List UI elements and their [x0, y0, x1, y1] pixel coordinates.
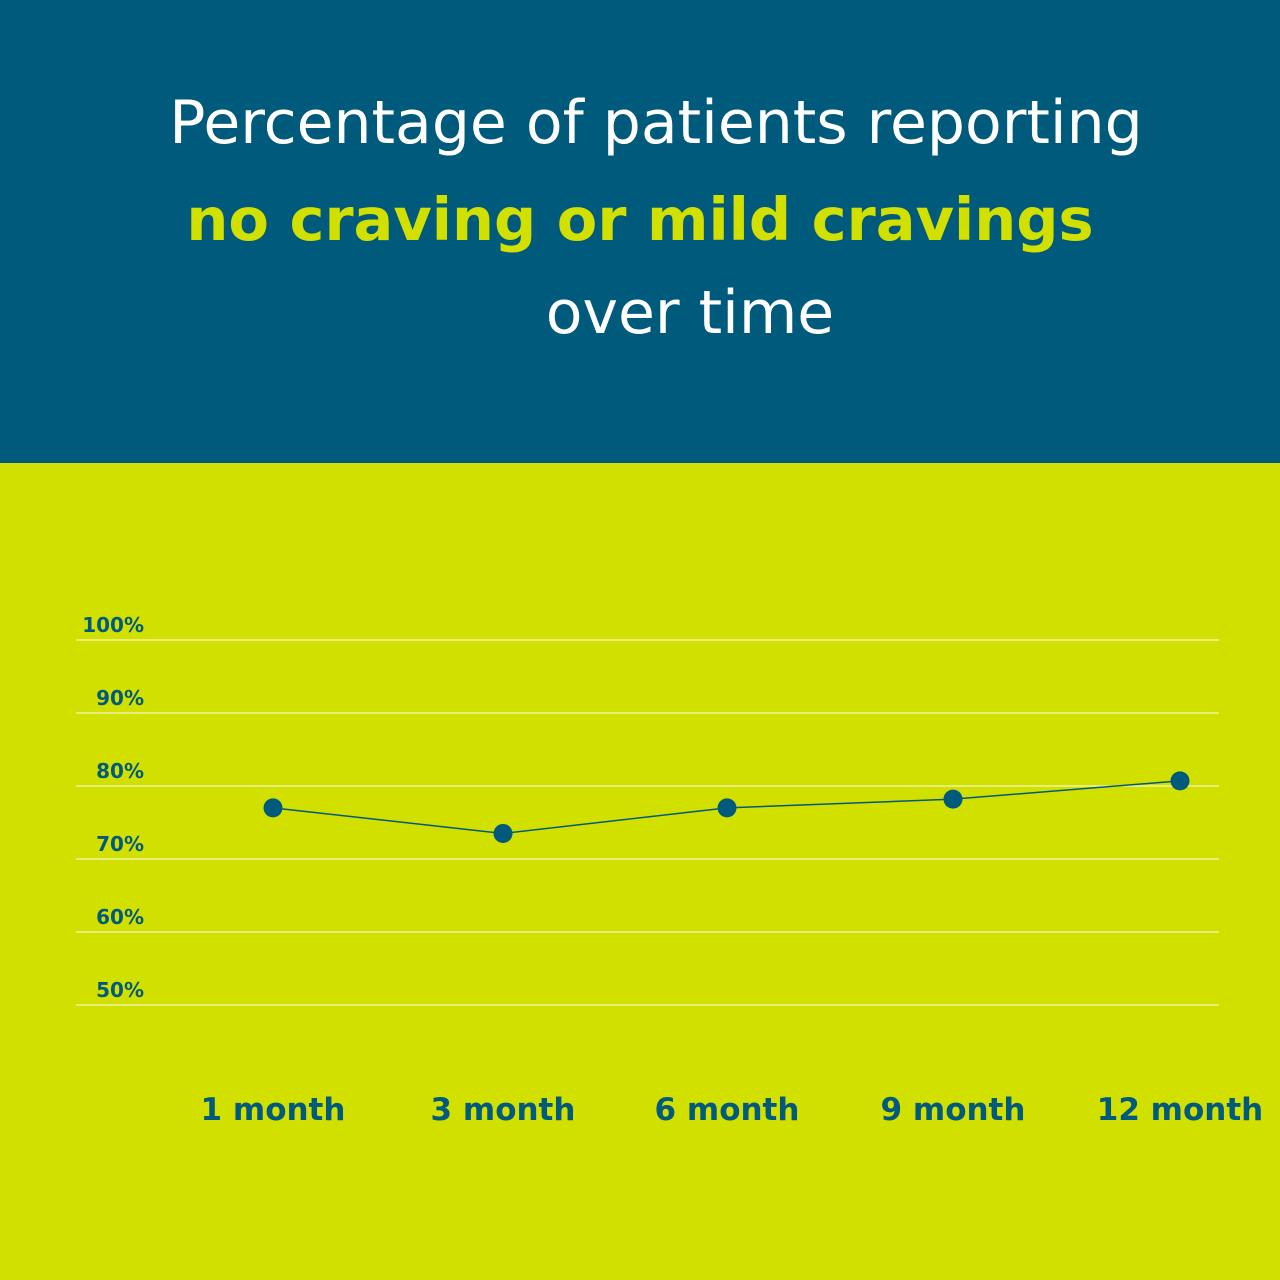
x-axis-ticks: 1 month 3 month 6 month 9 month 12 month: [201, 1092, 1264, 1128]
x-category-label: 1 month: [201, 1092, 346, 1128]
y-tick-label: 90%: [96, 686, 144, 710]
series-layer: [263, 771, 1190, 843]
data-point: [943, 789, 963, 809]
x-category-label: 9 month: [881, 1092, 1026, 1128]
data-point: [493, 823, 513, 843]
y-axis-ticks: 100% 90% 80% 70% 60% 50%: [82, 613, 144, 1002]
grid-lines: [76, 639, 1219, 1006]
chart-title-line-1: Percentage of patients reporting: [169, 88, 1143, 158]
y-tick-label: 80%: [96, 759, 144, 783]
chart-title-highlight: no craving or mild cravings: [186, 185, 1094, 254]
header-banner: Percentage of patients reporting no crav…: [0, 0, 1280, 463]
data-point: [717, 798, 737, 818]
data-point: [1170, 771, 1190, 791]
data-point: [263, 798, 283, 818]
y-tick-label: 60%: [96, 905, 144, 929]
chart-area: [0, 463, 1280, 1280]
y-tick-label: 70%: [96, 832, 144, 856]
y-tick-label: 100%: [82, 613, 144, 637]
y-tick-label: 50%: [96, 978, 144, 1002]
chart-title-line-3: over time: [545, 278, 835, 348]
x-category-label: 12 month: [1097, 1092, 1264, 1128]
x-category-label: 3 month: [431, 1092, 576, 1128]
x-category-label: 6 month: [655, 1092, 800, 1128]
